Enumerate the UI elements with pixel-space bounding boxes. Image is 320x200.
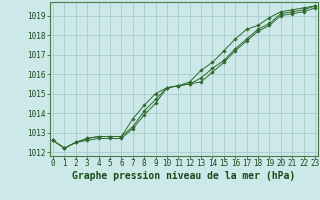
X-axis label: Graphe pression niveau de la mer (hPa): Graphe pression niveau de la mer (hPa) xyxy=(72,171,296,181)
